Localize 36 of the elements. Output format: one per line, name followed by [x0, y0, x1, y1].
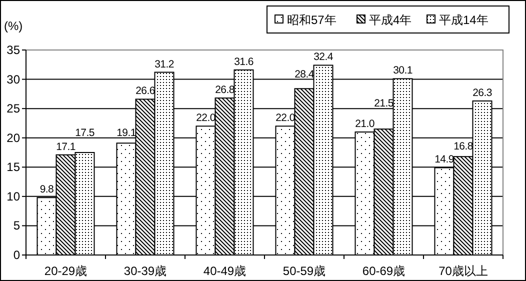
- y-tick-label: 35: [6, 43, 20, 57]
- y-tick-label: 0: [13, 248, 20, 262]
- data-label: 22.0: [276, 112, 296, 124]
- legend-label: 昭和57年: [287, 13, 336, 27]
- y-tick-label: 30: [6, 72, 20, 86]
- data-label: 32.4: [314, 51, 334, 64]
- x-tick-label: 20-29歳: [44, 264, 88, 278]
- legend-label: 平成4年: [369, 13, 412, 27]
- y-tick-label: 5: [13, 218, 20, 233]
- data-label: 26.6: [136, 85, 156, 98]
- data-label: 19.1: [116, 126, 136, 139]
- y-tick-label: 10: [6, 189, 20, 204]
- legend-label: 平成14年: [439, 13, 488, 27]
- y-tick-label: 15: [6, 160, 20, 174]
- data-label: 31.6: [234, 56, 254, 68]
- data-label: 26.8: [215, 84, 235, 96]
- data-label: 17.1: [56, 140, 76, 153]
- x-tick-label: 50-59歳: [282, 264, 326, 278]
- data-label: 9.8: [40, 184, 54, 196]
- data-label: 17.5: [75, 126, 95, 139]
- data-label: 14.9: [434, 154, 454, 166]
- x-tick-label: 60-69歳: [362, 264, 406, 278]
- data-label: 30.1: [393, 64, 413, 77]
- x-tick-label: 30-39歳: [124, 264, 167, 278]
- data-label: 31.2: [154, 58, 174, 70]
- data-label: 21.5: [374, 98, 394, 110]
- data-label: 22.0: [196, 112, 216, 124]
- data-label: 26.3: [472, 86, 492, 99]
- y-tick-label: 20: [6, 130, 20, 145]
- data-label: 21.0: [355, 118, 375, 130]
- data-label: 16.8: [454, 140, 474, 153]
- x-tick-label: 40-49歳: [203, 264, 246, 278]
- x-tick-label: 70歳以上: [438, 264, 488, 278]
- y-axis-title: (%): [4, 19, 23, 33]
- y-tick-label: 25: [6, 102, 20, 116]
- data-label: 28.4: [294, 68, 314, 80]
